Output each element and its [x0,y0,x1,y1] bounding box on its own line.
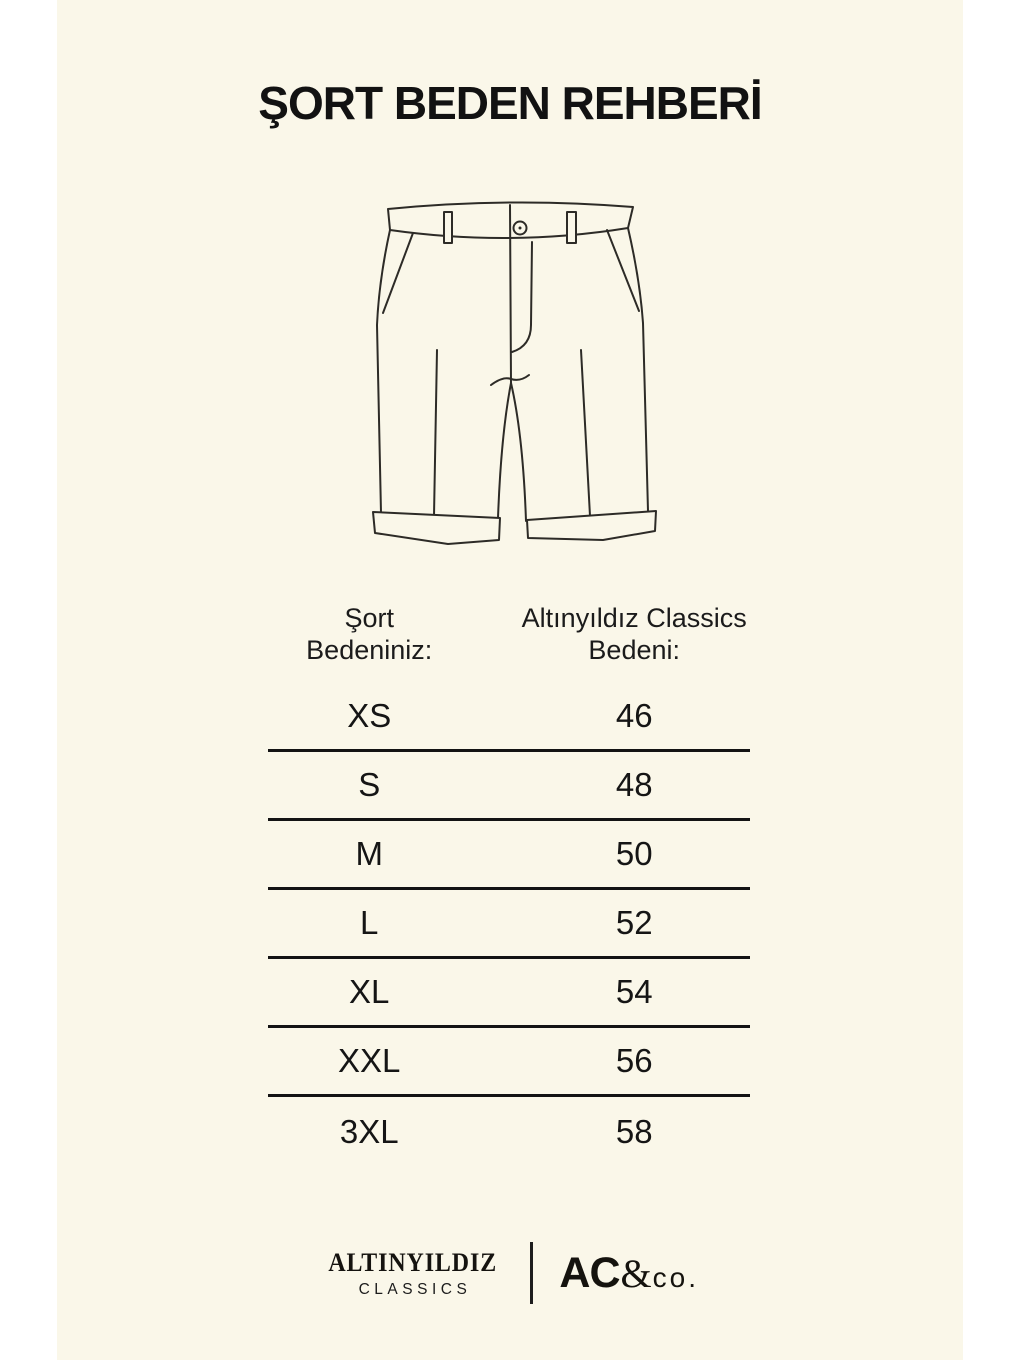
brand-size-cell: 56 [615,1042,653,1079]
table-row: XXL 56 [268,1028,750,1097]
column-header-your-size-line1: Şort [344,603,394,633]
column-header-your-size: Şort Bedeniniz: [268,602,470,666]
altinyildiz-classics-logo: ALTINYILDIZ CLASSICS [321,1248,504,1299]
your-size-cell: L [360,904,379,941]
your-size-cell: XL [349,973,390,1010]
table-row: M 50 [268,821,750,890]
column-header-brand-size: Altınyıldız Classics Bedeni: [470,602,750,666]
table-row: L 52 [268,890,750,959]
brand-size-cell: 48 [615,766,653,803]
co-logo-text: co. [652,1261,700,1293]
brand-name-text: ALTINYILDIZ [328,1247,498,1277]
column-header-your-size-line2: Bedeniniz: [306,635,433,665]
column-header-brand-size-line1: Altınyıldız Classics [521,603,747,633]
size-table: XS 46 S 48 M 50 L 52 XL 54 XXL 56 3XL 58 [268,683,750,1166]
your-size-cell: 3XL [339,1112,399,1150]
brand-sub-text: CLASSICS [358,1280,472,1298]
column-header-brand-size-line2: Bedeni: [588,635,680,665]
size-guide-panel: ŞORT BEDEN REHBERİ [57,0,963,1360]
brand-size-cell: 46 [615,697,653,734]
table-row: XS 46 [268,683,750,752]
your-size-cell: XXL [338,1042,401,1079]
shorts-illustration [360,185,670,555]
table-row: S 48 [268,752,750,821]
ampersand-glyph: & [620,1250,652,1296]
table-row: 3XL 58 [268,1097,750,1166]
your-size-cell: M [355,835,383,872]
your-size-cell: S [358,766,381,803]
logo-divider [530,1242,534,1304]
shorts-line-drawing-icon [372,201,657,545]
size-table-header: Şort Bedeniniz: Altınyıldız Classics Bed… [268,602,750,666]
ac-logo-text: AC [559,1248,620,1297]
your-size-cell: XS [347,697,392,734]
brand-size-cell: 50 [615,835,653,872]
ac-co-logo: AC & co. [559,1249,699,1298]
brand-footer: ALTINYILDIZ CLASSICS AC & co. [57,1242,963,1304]
table-row: XL 54 [268,959,750,1028]
brand-size-cell: 58 [615,1112,653,1150]
page-title: ŞORT BEDEN REHBERİ [258,77,762,129]
brand-size-cell: 54 [615,973,653,1010]
brand-size-cell: 52 [615,904,653,941]
